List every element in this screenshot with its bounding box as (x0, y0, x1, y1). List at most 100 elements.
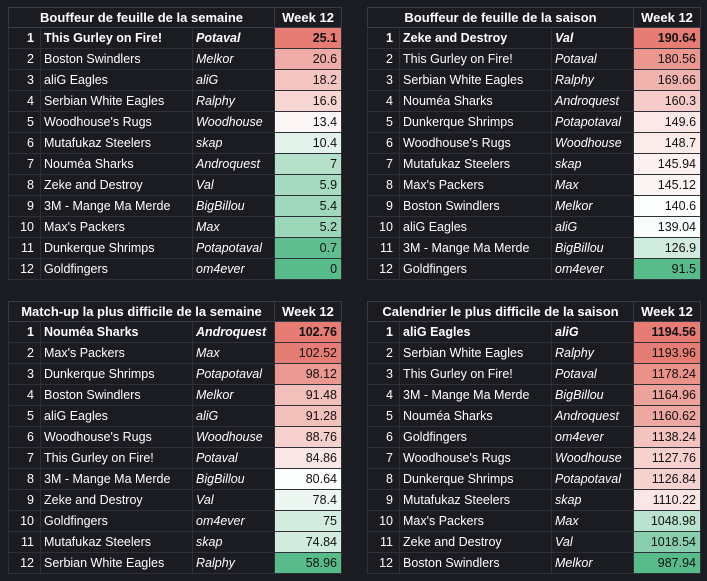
team-name-cell: Max's Packers (40, 216, 193, 238)
table-row: 3 Serbian White Eagles Ralphy 169.66 (367, 69, 702, 91)
team-name-cell: aliG Eagles (399, 321, 552, 343)
table-row: 9 Boston Swindlers Melkor 140.6 (367, 195, 702, 217)
coach-name-cell: Androquest (551, 405, 634, 427)
team-name-cell: 3M - Mange Ma Merde (40, 468, 193, 490)
score-cell: 16.6 (274, 90, 343, 112)
team-name-cell: This Gurley on Fire! (40, 27, 193, 49)
rank-cell: 7 (8, 447, 41, 469)
team-name-cell: Boston Swindlers (40, 384, 193, 406)
rank-cell: 11 (8, 237, 41, 259)
score-cell: 149.6 (633, 111, 702, 133)
score-cell: 88.76 (274, 426, 342, 448)
team-name-cell: Max's Packers (399, 174, 552, 196)
rank-cell: 2 (367, 342, 400, 364)
rank-cell: 9 (8, 195, 41, 217)
coach-name-cell: Androquest (191, 153, 276, 175)
table-row: 11 Zeke and Destroy Val 1018.54 (367, 531, 701, 553)
score-cell: 13.4 (274, 111, 343, 133)
score-cell: 1178.24 (633, 363, 701, 385)
coach-name-cell: Val (551, 531, 634, 553)
team-name-cell: Dunkerque Shrimps (40, 363, 193, 385)
score-cell: 1138.24 (633, 426, 701, 448)
table-row: 7 Woodhouse's Rugs Woodhouse 1127.76 (367, 447, 701, 469)
table-row: 4 3M - Mange Ma Merde BigBillou 1164.96 (367, 384, 701, 406)
team-name-cell: Goldfingers (399, 258, 552, 280)
score-cell: 74.84 (274, 531, 342, 553)
score-cell: 5.2 (274, 216, 343, 238)
coach-name-cell: Potaval (191, 27, 276, 49)
table-row: 10 aliG Eagles aliG 139.04 (367, 216, 702, 238)
coach-name-cell: Woodhouse (551, 447, 634, 469)
rank-cell: 4 (367, 90, 400, 112)
rank-cell: 11 (367, 531, 400, 553)
coach-name-cell: Max (551, 510, 634, 532)
team-name-cell: Mutafukaz Steelers (40, 132, 193, 154)
coach-name-cell: aliG (551, 321, 634, 343)
rank-cell: 4 (8, 384, 41, 406)
coach-name-cell: om4ever (551, 426, 634, 448)
rank-cell: 12 (367, 258, 400, 280)
table-row: 2 This Gurley on Fire! Potaval 180.56 (367, 48, 702, 70)
rank-cell: 7 (8, 153, 41, 175)
rank-cell: 10 (8, 510, 41, 532)
team-name-cell: Zeke and Destroy (40, 489, 193, 511)
score-cell: 1110.22 (633, 489, 701, 511)
rank-cell: 3 (367, 69, 400, 91)
team-name-cell: This Gurley on Fire! (399, 363, 552, 385)
coach-name-cell: Max (550, 174, 635, 196)
team-name-cell: Mutafukaz Steelers (40, 531, 193, 553)
coach-name-cell: BigBillou (192, 468, 275, 490)
table-row: 5 Nouméa Sharks Androquest 1160.62 (367, 405, 701, 427)
score-cell: 10.4 (274, 132, 343, 154)
table-row: 1 This Gurley on Fire! Potaval 25.1 (8, 27, 343, 49)
team-name-cell: Boston Swindlers (40, 48, 193, 70)
rank-cell: 1 (8, 27, 41, 49)
score-cell: 987.94 (633, 552, 701, 574)
coach-name-cell: Ralphy (191, 90, 276, 112)
rank-cell: 3 (8, 363, 41, 385)
table-body: 1 This Gurley on Fire! Potaval 25.1 2 Boston … (8, 27, 343, 280)
score-cell: 78.4 (274, 489, 342, 511)
team-name-cell: Dunkerque Shrimps (399, 111, 552, 133)
table-row: 7 Mutafukaz Steelers skap 145.94 (367, 153, 702, 175)
table-row: 12 Goldfingers om4ever 91.5 (367, 258, 702, 280)
table-row: 1 aliG Eagles aliG 1194.56 (367, 321, 701, 343)
score-cell: 18.2 (274, 69, 343, 91)
rank-cell: 6 (367, 426, 400, 448)
score-cell: 126.9 (633, 237, 702, 259)
coach-name-cell: aliG (192, 405, 275, 427)
coach-name-cell: Potaval (551, 363, 634, 385)
score-cell: 80.64 (274, 468, 342, 490)
table-row: 1 Nouméa Sharks Androquest 102.76 (8, 321, 342, 343)
score-cell: 5.9 (274, 174, 343, 196)
rank-cell: 5 (8, 405, 41, 427)
team-name-cell: Dunkerque Shrimps (40, 237, 193, 259)
team-name-cell: Serbian White Eagles (399, 69, 552, 91)
table-row: 7 Nouméa Sharks Androquest 7 (8, 153, 343, 175)
team-name-cell: aliG Eagles (40, 405, 193, 427)
table-row: 6 Goldfingers om4ever 1138.24 (367, 426, 701, 448)
team-name-cell: Serbian White Eagles (40, 552, 193, 574)
table-row: 12 Goldfingers om4ever 0 (8, 258, 343, 280)
score-cell: 1160.62 (633, 405, 701, 427)
rank-cell: 4 (367, 384, 400, 406)
rank-cell: 8 (8, 174, 41, 196)
rank-cell: 10 (367, 510, 400, 532)
score-cell: 84.86 (274, 447, 342, 469)
score-cell: 1127.76 (633, 447, 701, 469)
coach-name-cell: Potapotaval (551, 468, 634, 490)
coach-name-cell: aliG (191, 69, 276, 91)
team-name-cell: Woodhouse's Rugs (40, 111, 193, 133)
rank-cell: 12 (367, 552, 400, 574)
coach-name-cell: skap (550, 153, 635, 175)
coach-name-cell: Ralphy (551, 342, 634, 364)
coach-name-cell: BigBillou (191, 195, 276, 217)
table-row: 5 Dunkerque Shrimps Potapotaval 149.6 (367, 111, 702, 133)
panel-weekly-hardest-matchup: Match-up la plus difficile de la semaine… (8, 301, 342, 574)
score-cell: 91.28 (274, 405, 342, 427)
weekly-hardest-matchup-table: Match-up la plus difficile de la semaine… (8, 301, 342, 574)
rank-cell: 10 (367, 216, 400, 238)
coach-name-cell: skap (551, 489, 634, 511)
team-name-cell: Woodhouse's Rugs (399, 447, 552, 469)
team-name-cell: Nouméa Sharks (40, 153, 193, 175)
